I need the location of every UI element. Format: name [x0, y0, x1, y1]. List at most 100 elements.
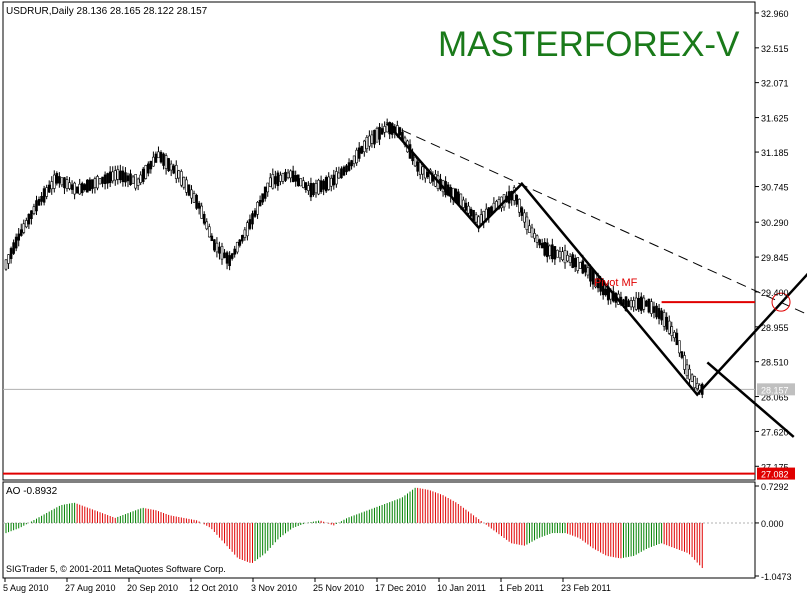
candle-body	[629, 300, 633, 308]
candle-body	[205, 221, 209, 230]
candle-body	[185, 179, 188, 193]
x-tick-label: 5 Aug 2010	[3, 583, 49, 593]
candle-body	[347, 162, 351, 171]
candle-body	[276, 172, 280, 187]
candle-body	[233, 248, 236, 255]
candle-body	[309, 182, 313, 198]
candle-body	[693, 376, 696, 388]
candle-body	[98, 178, 102, 185]
candle-body	[159, 152, 163, 163]
candle-body	[177, 170, 181, 179]
candle-body	[329, 177, 333, 187]
candle-body	[251, 213, 254, 225]
candle-body	[162, 153, 165, 166]
candle-body	[525, 216, 529, 231]
candle-body	[660, 310, 663, 321]
candle-body	[362, 140, 366, 153]
candle-body	[63, 177, 66, 189]
candle-body	[340, 168, 343, 179]
candle-body	[479, 214, 483, 225]
candle-body	[655, 305, 658, 318]
candle-body	[124, 172, 127, 183]
candle-body	[149, 160, 153, 170]
candle-body	[576, 257, 580, 271]
candle-body	[12, 242, 15, 254]
candle-body	[147, 163, 150, 174]
x-tick-label: 10 Jan 2011	[437, 583, 486, 593]
watermark-text: MASTERFOREX-V	[438, 25, 740, 64]
candle-body	[263, 186, 267, 199]
candle-body	[680, 351, 684, 358]
chart-header: USDRUR,Daily 28.136 28.165 28.122 28.157	[6, 6, 208, 17]
candle-body	[121, 170, 125, 183]
y-tick-label: 30.745	[761, 183, 789, 193]
candle-body	[632, 300, 635, 308]
candle-body	[103, 174, 107, 185]
x-tick-label: 23 Feb 2011	[561, 583, 611, 593]
y-tick-label: 28.065	[761, 393, 789, 403]
candle-body	[342, 166, 346, 176]
candle-body	[207, 226, 211, 238]
candle-body	[192, 193, 196, 203]
candle-body	[469, 208, 473, 217]
candle-body	[200, 205, 203, 219]
candle-body	[246, 222, 249, 237]
candle-body	[355, 149, 358, 164]
candle-body	[467, 205, 470, 214]
candle-body	[164, 155, 168, 169]
support-level-label: 27.082	[761, 470, 789, 480]
indicator-panel-frame	[2, 481, 756, 579]
candle-body	[573, 257, 577, 268]
candle-body	[584, 264, 587, 273]
candle-body	[464, 202, 468, 211]
y-tick-label: 27.620	[761, 427, 789, 437]
candle-body	[50, 181, 54, 190]
candle-body	[75, 186, 79, 194]
current-price-tag	[757, 383, 795, 396]
candle-body	[93, 178, 97, 188]
candle-body	[83, 184, 87, 191]
y-tick-label: 28.955	[761, 323, 789, 333]
candle-body	[345, 165, 348, 173]
ao-tick-label: -1.0473	[761, 572, 792, 582]
candle-body	[317, 179, 320, 195]
candle-body	[477, 216, 480, 227]
candle-body	[332, 174, 336, 186]
candle-body	[652, 306, 656, 313]
candle-body	[535, 235, 539, 243]
candle-body	[86, 179, 89, 193]
candle-body	[312, 183, 315, 196]
candle-body	[667, 320, 671, 334]
candle-body	[429, 169, 432, 184]
candle-body	[96, 176, 99, 189]
candle-body	[523, 212, 526, 223]
candle-body	[545, 242, 549, 258]
candle-body	[248, 219, 252, 229]
candle-body	[657, 308, 661, 319]
candle-body	[45, 187, 48, 197]
y-tick-label: 32.960	[761, 9, 789, 19]
candle-body	[253, 210, 257, 217]
candle-body	[352, 155, 356, 165]
pivot-label: Pivot MF	[594, 277, 638, 289]
candle-body	[289, 170, 292, 179]
candle-body	[190, 189, 193, 199]
candle-body	[42, 188, 46, 203]
candle-body	[520, 207, 524, 216]
main-panel	[3, 118, 807, 475]
candle-body	[553, 246, 557, 260]
candle-body	[187, 184, 191, 196]
candle-body	[258, 199, 262, 207]
candle-body	[662, 312, 666, 327]
candle-body	[91, 179, 94, 190]
candle-body	[426, 171, 430, 178]
candle-body	[230, 253, 234, 259]
candle-body	[302, 180, 305, 188]
candle-body	[111, 171, 115, 182]
candle-body	[235, 242, 239, 253]
candle-body	[688, 368, 691, 380]
candle-body	[40, 196, 43, 202]
candle-body	[357, 147, 361, 159]
candle-body	[543, 242, 547, 256]
